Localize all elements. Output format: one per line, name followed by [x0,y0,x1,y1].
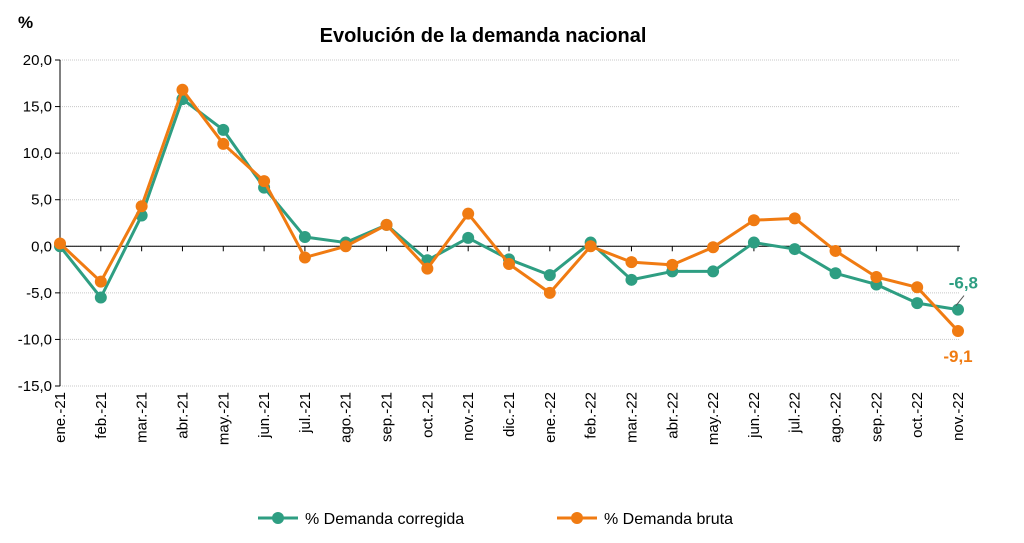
y-tick-label: 0,0 [31,238,52,255]
y-tick-label: -15,0 [18,378,52,395]
data-point [584,240,597,253]
data-point [625,256,638,269]
x-tick-label: feb.-21 [93,392,110,439]
data-point [298,230,311,243]
data-point [625,273,638,286]
x-tick-label: jun.-22 [746,392,763,439]
data-point [94,291,107,304]
y-tick-label: -5,0 [26,285,52,302]
x-tick-label: ene.-21 [52,392,69,443]
data-point [747,236,760,249]
data-point [503,257,515,270]
data-point [176,83,189,96]
x-tick-label: feb.-22 [583,392,600,439]
legend-swatch-marker [571,512,583,524]
data-point [380,218,393,231]
x-tick-label: jul.-21 [297,392,314,434]
data-point [707,241,720,254]
data-label-bruta: -9,1 [943,347,972,366]
legend-entry-2: % Demanda bruta [604,511,733,528]
data-point [421,262,434,275]
series-lines [54,83,964,338]
data-point [666,258,679,271]
x-tick-label: dic.-21 [501,392,518,437]
data-point [258,175,271,188]
x-tick-label: jun.-21 [256,392,273,439]
data-point [217,123,230,136]
data-point [788,212,801,225]
legend-swatch-marker [272,512,284,524]
data-point [217,137,230,150]
data-point [911,281,924,294]
data-label-leader [955,295,965,306]
x-tick-label: sep.-21 [379,392,396,442]
x-tick-label: nov.-21 [460,392,477,441]
y-tick-label: 10,0 [23,145,52,162]
x-tick-label: mar.-21 [134,392,151,443]
y-tick-label: 5,0 [31,192,52,209]
data-point [135,200,148,213]
data-point [54,237,66,250]
data-point [829,244,842,257]
data-point [870,271,883,284]
x-tick-label: abr.-21 [174,392,191,439]
chart-title: Evolución de la demanda nacional [320,25,647,47]
data-point [462,207,475,220]
x-tick-label: mar.-22 [623,392,640,443]
data-point [788,243,801,256]
data-point [707,265,720,278]
x-tick-label: may.-21 [215,392,232,445]
x-tick-label: ago.-22 [828,392,845,443]
x-tick-labels: ene.-21 feb.-21 mar.-21 abr.-21 may.-21 jun.-… [52,392,967,445]
data-point [462,231,475,244]
x-tick-label: sep.-22 [868,392,885,442]
data-point [911,297,924,310]
data-point [829,267,842,280]
data-point [952,325,964,338]
x-tick-label: may.-22 [705,392,722,445]
data-point [952,303,964,316]
series-line-1 [58,97,959,312]
y-tick-labels: 20,0 15,0 10,0 5,0 0,0 -5,0 -10,0 -15,0 [18,52,52,395]
x-tick-label: nov.-22 [950,392,967,441]
y-axis-unit-label: % [18,13,33,32]
data-point [543,269,556,282]
x-tick-label: abr.-22 [664,392,681,439]
data-point [747,214,760,227]
data-point [94,275,107,288]
data-label-corregida: -6,8 [949,274,978,293]
x-tick-label: oct.-22 [909,392,926,438]
x-tick-label: oct.-21 [419,392,436,438]
data-point [339,240,352,253]
y-tick-label: 15,0 [23,99,52,116]
series-line-2 [58,88,960,333]
x-tick-label: ene.-22 [542,392,559,443]
data-point [543,286,556,299]
y-tick-label: -10,0 [18,331,52,348]
x-tick-label: jul.-22 [787,392,804,434]
data-labels: -6,8 -9,1 [943,274,978,366]
x-tick-label: ago.-21 [338,392,355,443]
data-point [298,251,311,264]
y-tick-label: 20,0 [23,52,52,69]
axes [55,59,960,387]
legend-entry-1: % Demanda corregida [305,511,464,528]
legend: % Demanda corregida % Demanda bruta [258,511,733,528]
